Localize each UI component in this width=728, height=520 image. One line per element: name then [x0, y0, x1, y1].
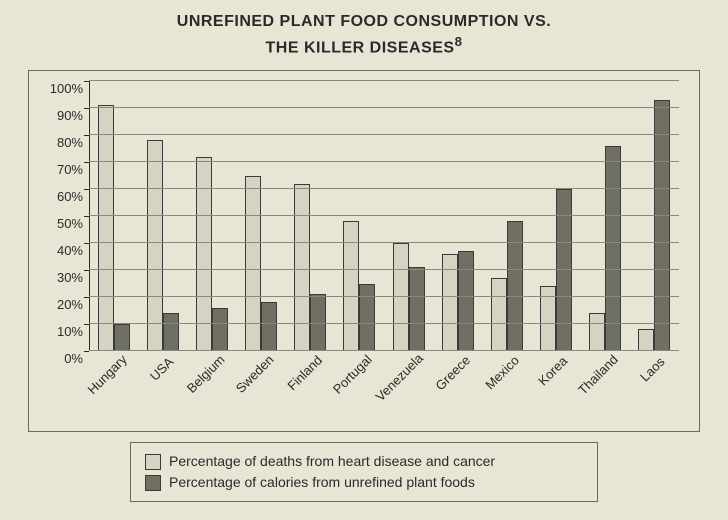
- x-label-slot: Laos: [630, 353, 679, 431]
- bar-deaths: [343, 221, 359, 351]
- bar-group: [187, 81, 236, 351]
- chart-title: UNREFINED PLANT FOOD CONSUMPTION VS. THE…: [0, 0, 728, 59]
- legend-item-deaths: Percentage of deaths from heart disease …: [145, 451, 583, 472]
- title-line-2: THE KILLER DISEASES: [266, 39, 455, 56]
- bar-plant: [654, 100, 670, 351]
- grid-line: [89, 215, 679, 216]
- bar-group: [433, 81, 482, 351]
- x-category-label: Hungary: [84, 352, 129, 397]
- bar-plant: [409, 267, 425, 351]
- bar-group: [532, 81, 581, 351]
- legend-label-deaths: Percentage of deaths from heart disease …: [169, 451, 495, 472]
- bar-plant: [605, 146, 621, 351]
- bar-plant: [261, 302, 277, 351]
- grid-line: [89, 188, 679, 189]
- bar-group: [581, 81, 630, 351]
- legend-item-plant: Percentage of calories from unrefined pl…: [145, 472, 583, 493]
- x-category-label: Sweden: [233, 352, 277, 396]
- grid-line: [89, 134, 679, 135]
- x-category-label: Laos: [638, 354, 669, 385]
- bar-plant: [556, 189, 572, 351]
- title-line-1: UNREFINED PLANT FOOD CONSUMPTION VS.: [177, 13, 551, 30]
- bar-plant: [507, 221, 523, 351]
- bar-deaths: [589, 313, 605, 351]
- grid-line: [89, 296, 679, 297]
- x-label-slot: Greece: [433, 353, 482, 431]
- grid-line: [89, 350, 679, 351]
- bar-plant: [114, 324, 130, 351]
- bar-group: [384, 81, 433, 351]
- bar-deaths: [491, 278, 507, 351]
- bar-deaths: [393, 243, 409, 351]
- bar-group: [286, 81, 335, 351]
- x-category-label: Thailand: [575, 352, 621, 398]
- bar-deaths: [638, 329, 654, 351]
- x-category-label: Finland: [285, 352, 326, 393]
- bar-group: [630, 81, 679, 351]
- bar-group: [335, 81, 384, 351]
- bar-deaths: [196, 157, 212, 351]
- chart-box: 0%10%20%30%40%50%60%70%80%90%100% Hungar…: [28, 70, 700, 432]
- x-category-label: Portugal: [330, 352, 375, 397]
- bar-group: [237, 81, 286, 351]
- legend: Percentage of deaths from heart disease …: [130, 442, 598, 502]
- grid-line: [89, 107, 679, 108]
- grid-line: [89, 80, 679, 81]
- legend-label-plant: Percentage of calories from unrefined pl…: [169, 472, 475, 493]
- bar-group: [482, 81, 531, 351]
- x-label-slot: USA: [138, 353, 187, 431]
- grid-line: [89, 161, 679, 162]
- legend-swatch-dark: [145, 475, 161, 491]
- x-label-slot: Sweden: [237, 353, 286, 431]
- x-label-slot: Venezuela: [384, 353, 433, 431]
- bar-deaths: [147, 140, 163, 351]
- bar-deaths: [294, 184, 310, 351]
- x-category-label: Greece: [432, 352, 473, 393]
- x-label-slot: Korea: [532, 353, 581, 431]
- grid-line: [89, 242, 679, 243]
- grid-line: [89, 269, 679, 270]
- title-footnote: 8: [455, 34, 463, 49]
- bar-deaths: [98, 105, 114, 351]
- x-label-slot: Mexico: [482, 353, 531, 431]
- x-category-label: Belgium: [184, 352, 228, 396]
- bar-plant: [458, 251, 474, 351]
- bar-group: [89, 81, 138, 351]
- x-label-slot: Belgium: [187, 353, 236, 431]
- plot-area: [89, 81, 679, 351]
- x-category-label: Mexico: [482, 353, 522, 393]
- chart-container: UNREFINED PLANT FOOD CONSUMPTION VS. THE…: [0, 0, 728, 520]
- x-label-slot: Thailand: [581, 353, 630, 431]
- x-label-slot: Hungary: [89, 353, 138, 431]
- grid-line: [89, 323, 679, 324]
- bars-row: [89, 81, 679, 351]
- x-label-slot: Finland: [286, 353, 335, 431]
- bar-plant: [163, 313, 179, 351]
- legend-swatch-light: [145, 454, 161, 470]
- bar-plant: [359, 284, 375, 352]
- x-category-label: USA: [147, 354, 177, 384]
- bar-group: [138, 81, 187, 351]
- x-axis-labels: Hungary USABelgiumSwedenFinlandPortugalVe…: [89, 353, 679, 431]
- y-axis: 0%10%20%30%40%50%60%70%80%90%100%: [29, 81, 89, 351]
- bar-deaths: [245, 176, 261, 352]
- y-tick-mark: [84, 351, 89, 352]
- bar-plant: [212, 308, 228, 351]
- x-category-label: Korea: [535, 353, 570, 388]
